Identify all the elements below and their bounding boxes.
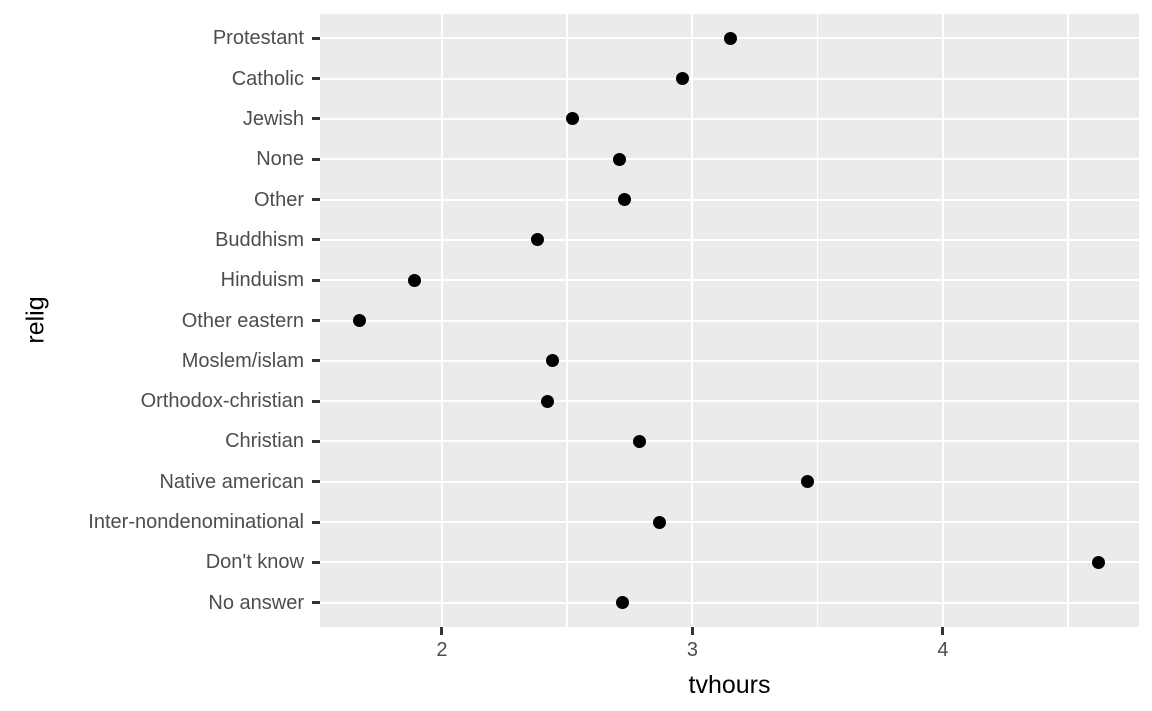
data-point: [801, 475, 815, 489]
y-tick-label: Jewish: [242, 107, 304, 130]
y-tick-mark: [312, 480, 320, 484]
data-point: [407, 273, 421, 287]
data-point: [613, 152, 627, 166]
data-point: [1091, 555, 1105, 569]
gridline-y-major: [320, 521, 1139, 524]
y-tick-mark: [312, 399, 320, 403]
y-tick-label: Buddhism: [215, 228, 304, 251]
y-tick-mark: [312, 319, 320, 322]
data-point: [352, 314, 366, 327]
y-tick-mark: [312, 560, 320, 564]
data-point: [723, 31, 737, 45]
x-axis-title: tvhours: [688, 671, 771, 699]
data-point: [530, 233, 544, 247]
x-tick-mark: [941, 627, 945, 635]
gridline-y-major: [320, 238, 1139, 241]
x-tick-mark: [690, 627, 694, 635]
data-point: [618, 193, 632, 206]
data-point: [545, 354, 559, 368]
y-tick-mark: [312, 36, 320, 40]
data-point: [633, 434, 647, 448]
y-tick-label: Other eastern: [181, 309, 304, 332]
x-tick-mark: [440, 627, 444, 635]
gridline-y-major: [320, 400, 1139, 403]
y-tick-label: Catholic: [231, 67, 304, 90]
y-tick-label: Protestant: [212, 27, 304, 50]
gridline-y-major: [320, 279, 1139, 282]
gridline-y-major: [320, 440, 1139, 443]
y-tick-label: Other: [253, 188, 304, 211]
y-tick-label: Orthodox-christian: [140, 390, 304, 413]
plot-panel: [320, 14, 1139, 627]
x-tick-label: 3: [686, 639, 698, 661]
gridline-y-major: [320, 601, 1139, 604]
data-point: [540, 394, 554, 408]
y-tick-label: Don't know: [205, 551, 304, 574]
data-point: [675, 72, 689, 86]
gridline-y-major: [320, 117, 1139, 120]
y-tick-mark: [312, 520, 320, 524]
y-tick-label: No answer: [208, 591, 304, 614]
gridline-y-major: [320, 198, 1139, 201]
y-tick-mark: [312, 238, 320, 242]
gridline-y-major: [320, 158, 1139, 161]
y-tick-mark: [312, 359, 320, 363]
x-tick-label: 4: [937, 639, 949, 661]
data-point: [653, 515, 667, 529]
y-tick-mark: [312, 157, 320, 161]
y-tick-mark: [312, 117, 320, 121]
y-tick-label: Christian: [225, 430, 304, 453]
y-tick-mark: [312, 439, 320, 443]
gridline-y-major: [320, 480, 1139, 483]
gridline-y-major: [320, 77, 1139, 80]
y-tick-mark: [312, 278, 320, 282]
y-tick-label: Moslem/islam: [181, 349, 304, 372]
gridline-y-major: [320, 319, 1139, 322]
x-tick-label: 2: [436, 639, 448, 661]
gridline-y-major: [320, 359, 1139, 362]
y-tick-mark: [312, 601, 320, 605]
y-tick-label: Native american: [159, 470, 304, 493]
gridline-y-major: [320, 561, 1139, 564]
data-point: [565, 112, 579, 126]
y-tick-label: Inter-nondenominational: [88, 511, 304, 534]
data-point: [615, 596, 629, 610]
y-tick-label: Hinduism: [220, 269, 304, 292]
y-tick-mark: [312, 198, 320, 201]
y-tick-mark: [312, 77, 320, 81]
y-tick-label: None: [256, 148, 304, 171]
